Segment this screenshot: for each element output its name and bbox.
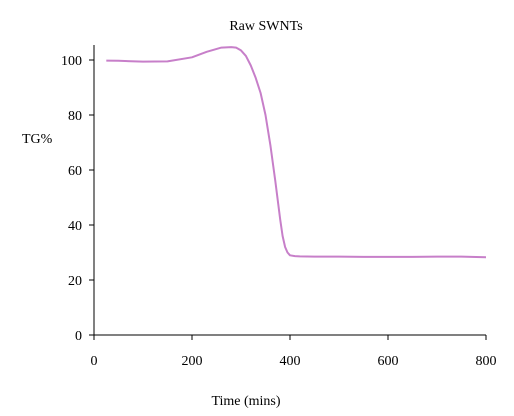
x-tick-label: 600 <box>378 354 399 369</box>
y-tick-label: 60 <box>68 164 82 179</box>
y-tick-label: 20 <box>68 274 82 289</box>
y-tick-label: 40 <box>68 219 82 234</box>
y-axis-label: TG% <box>22 132 53 147</box>
x-tick-label: 0 <box>91 354 98 369</box>
x-tick-label: 400 <box>280 354 301 369</box>
series-line <box>106 46 487 259</box>
chart-title: Raw SWNTs <box>229 19 302 34</box>
x-ticks: 0 200 400 600 800 <box>91 335 497 369</box>
axes <box>93 45 486 336</box>
y-tick-label: 100 <box>61 54 82 69</box>
series-layer <box>106 46 487 259</box>
y-ticks: 0 20 40 60 80 100 <box>61 54 94 344</box>
y-tick-label: 0 <box>75 329 82 344</box>
x-tick-label: 800 <box>476 354 497 369</box>
x-axis-label: Time (mins) <box>211 394 280 409</box>
x-tick-label: 200 <box>182 354 203 369</box>
y-tick-label: 80 <box>68 109 82 124</box>
